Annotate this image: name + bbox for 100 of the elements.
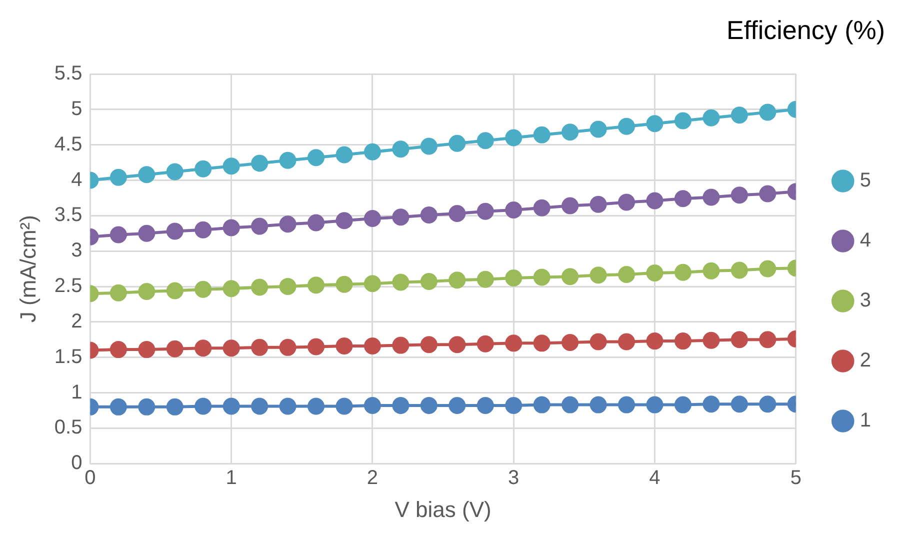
point [251,278,268,296]
point [533,268,550,286]
point [759,104,776,121]
y-axis-title: J (mA/cm²) [15,215,40,323]
point [364,397,381,414]
point [279,278,296,296]
point [618,396,636,414]
point [505,270,522,287]
point [308,276,325,294]
y-tick-label: 2 [71,310,82,332]
point [110,226,127,244]
point [476,270,494,288]
y-tick-label: 0.5 [54,416,82,439]
point [194,280,212,298]
point [533,334,550,352]
point [138,282,156,300]
point [505,129,522,146]
point [308,338,325,356]
point [730,396,748,413]
point [730,106,748,124]
point [730,262,748,279]
legend-label: 5 [860,170,871,192]
point [336,398,353,415]
point [166,163,184,180]
point [138,166,156,184]
legend-label: 4 [860,230,871,252]
point [533,126,550,144]
point [308,149,325,166]
point [110,341,127,358]
point [222,280,240,298]
point [420,336,438,354]
y-tick-label: 0 [71,452,82,474]
point [646,332,664,350]
point [194,398,212,415]
point [166,222,184,240]
point [251,218,268,235]
point [166,398,184,416]
y-tick-label: 4 [71,168,82,191]
point [194,160,212,178]
point [166,282,184,300]
point [505,334,522,352]
point [759,185,776,202]
point [392,140,410,158]
point [590,333,607,350]
point [590,266,607,284]
point [476,132,494,150]
point [420,138,438,155]
point [279,398,296,415]
y-tick-label: 2.5 [54,275,82,298]
point [618,266,636,283]
point [646,264,664,282]
point [138,224,156,242]
point [364,275,381,292]
y-tick-label: 5 [71,98,82,120]
point [448,336,466,354]
point [279,152,296,169]
point [222,158,240,175]
point [336,146,353,164]
point [476,202,494,220]
point [364,210,381,228]
point [364,143,381,160]
point [562,334,579,351]
point [364,338,381,355]
point [590,396,607,414]
point [759,396,776,413]
point [562,197,579,214]
point [759,260,776,278]
point [562,396,579,414]
point [674,112,692,130]
point [448,134,466,152]
point [674,396,692,414]
point [702,188,720,206]
point [251,398,268,415]
point [138,398,156,416]
point [533,199,550,216]
point [110,168,127,186]
point [562,124,579,141]
point [562,268,579,286]
point [308,398,325,415]
point [194,221,212,238]
point [590,196,607,213]
point [674,190,692,208]
point [759,331,776,348]
point [336,212,353,230]
point [448,272,466,289]
point [505,397,522,414]
point [166,340,184,358]
y-tick-label: 5.5 [54,62,82,85]
point [674,332,692,350]
point [448,205,466,222]
x-tick-label: 2 [366,467,378,490]
x-tick-label: 3 [508,467,520,490]
y-tick-label: 4.5 [54,133,82,156]
point [702,262,720,280]
point [138,341,156,358]
point [222,219,240,236]
point [336,338,353,355]
point [279,216,296,233]
point [646,192,664,210]
point [251,154,268,172]
